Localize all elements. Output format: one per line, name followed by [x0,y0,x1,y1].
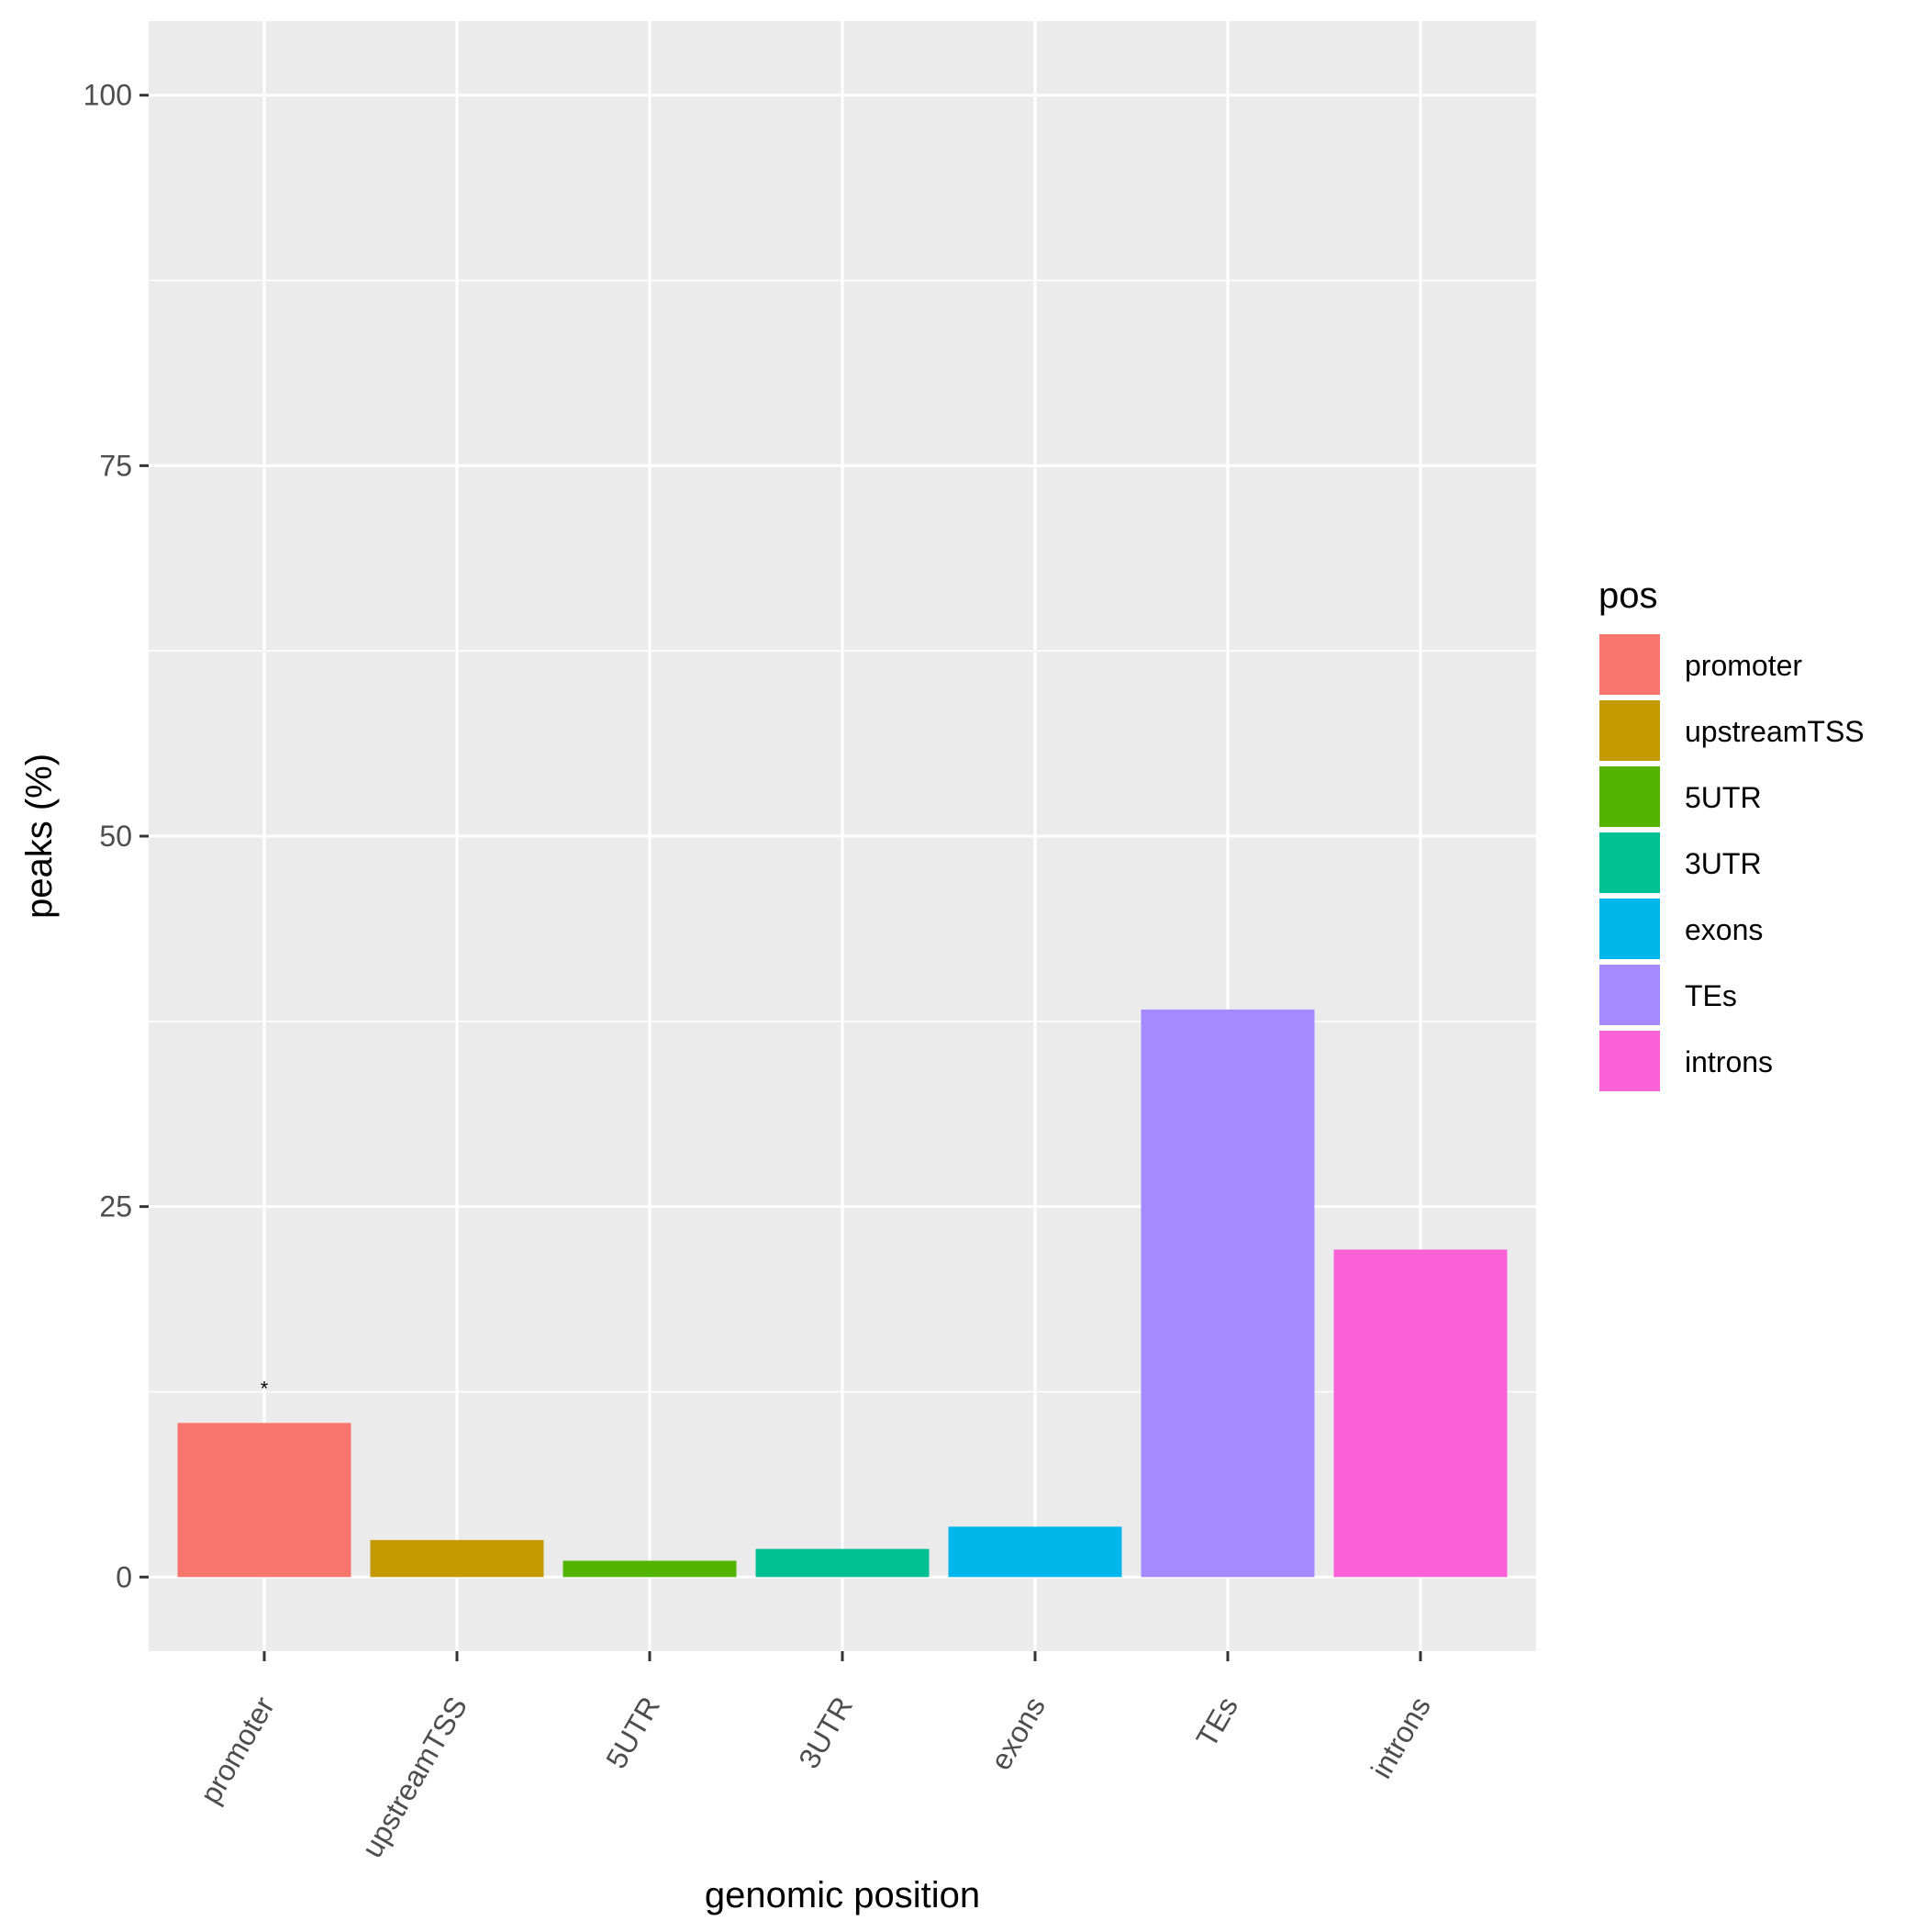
legend-label: TEs [1685,979,1737,1012]
x-axis: promoter upstreamTSS 5UTR 3UTR exons TEs intro… [194,1651,1437,1863]
x-tick-label: upstreamTSS [355,1692,473,1863]
legend-key-upstreamTSS [1598,698,1662,763]
legend-label: introns [1685,1045,1773,1078]
x-axis-title: genomic position [705,1875,980,1915]
legend-label: promoter [1685,649,1802,682]
legend-label: 3UTR [1685,847,1762,880]
legend-label: 5UTR [1685,781,1762,814]
y-axis: 0 25 50 75 100 [84,79,149,1593]
y-tick-label: 25 [99,1190,132,1223]
legend-label: upstreamTSS [1685,715,1865,748]
x-tick-label: TEs [1189,1692,1244,1753]
bars [177,1009,1508,1578]
y-tick-label: 100 [84,79,132,112]
bar-exons [948,1526,1122,1578]
y-tick-label: 0 [116,1560,132,1593]
significance-marker: * [261,1377,269,1400]
x-tick-label: 5UTR [599,1692,666,1774]
legend: pos promoter upstreamTSS 5UTR 3UTR exons TEs i… [1598,575,1865,1093]
legend-key-introns [1598,1029,1662,1093]
bar-upstreamTSS [370,1539,544,1578]
y-tick-label: 50 [99,820,132,853]
legend-key-5UTR [1598,765,1662,829]
annotations: * [261,1377,269,1400]
legend-key-TEs [1598,963,1662,1027]
legend-key-promoter [1598,632,1662,697]
bar-introns [1333,1249,1508,1578]
legend-key-exons [1598,897,1662,961]
legend-label: exons [1685,913,1763,946]
legend-key-3UTR [1598,831,1662,895]
legend-title: pos [1598,575,1658,616]
x-tick-label: 3UTR [792,1692,859,1774]
y-axis-title: peaks (%) [19,754,60,919]
bar-TEs [1141,1009,1315,1578]
x-tick-label: exons [984,1692,1052,1776]
x-tick-label: introns [1364,1692,1437,1784]
y-tick-label: 75 [99,449,132,482]
grid [149,21,1536,1651]
bar-3UTR [755,1548,930,1578]
bar-promoter [177,1423,351,1578]
x-tick-label: promoter [194,1691,281,1809]
bar-5UTR [563,1560,737,1578]
